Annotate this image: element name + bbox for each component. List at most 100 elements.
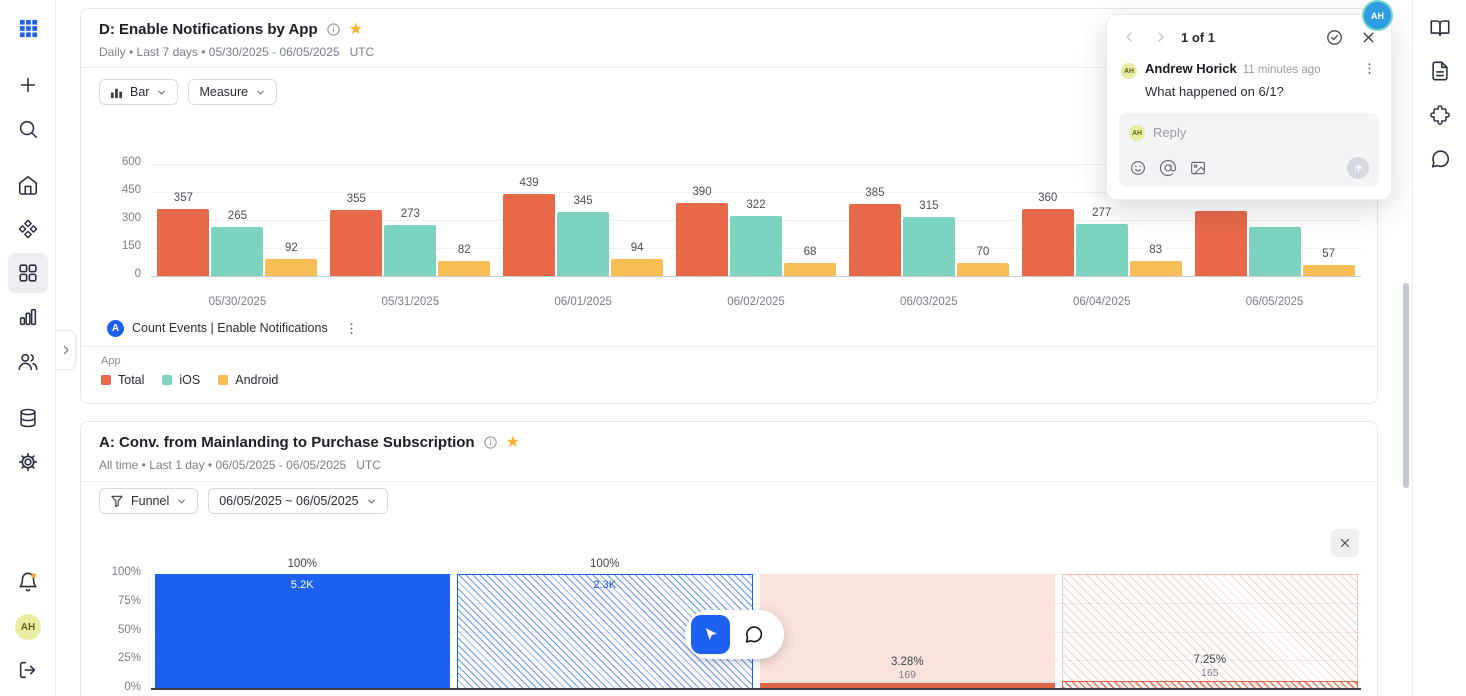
spaces-button[interactable] (8, 209, 48, 249)
legend-label: Total (118, 373, 145, 387)
search-button[interactable] (8, 109, 48, 149)
funnel-step-bar[interactable] (154, 574, 450, 689)
bar-ios[interactable] (384, 225, 437, 276)
y-axis-label: 600 (121, 156, 141, 168)
chat-bubble-icon (1431, 150, 1450, 168)
date-range-dropdown[interactable]: 06/05/2025 ~ 06/05/2025 (208, 488, 388, 514)
series-options-icon[interactable] (344, 321, 359, 336)
bar-value-label: 345 (573, 194, 593, 207)
resolve-comment-button[interactable] (1325, 28, 1344, 47)
next-comment-button[interactable] (1153, 29, 1169, 45)
bar-ios[interactable] (1248, 227, 1301, 276)
chart-type-dropdown[interactable]: Funnel (99, 488, 199, 514)
bar-android[interactable] (1129, 260, 1182, 276)
measure-dropdown[interactable]: Measure (188, 79, 278, 105)
collab-cursor-pill (685, 610, 784, 659)
funnel-icon (111, 495, 123, 508)
charts-button[interactable] (8, 297, 48, 337)
legend-item-total[interactable]: Total (101, 373, 144, 387)
info-icon[interactable] (483, 435, 498, 450)
bar-value-label: 83 (1149, 243, 1163, 256)
subtitle-text: Daily • Last 7 days • 05/30/2025 - 06/05… (99, 45, 340, 59)
home-button[interactable] (8, 165, 48, 205)
bar-ios[interactable] (1075, 224, 1128, 276)
bar-android[interactable] (438, 260, 491, 276)
chart-subtitle: All time • Last 1 day • 06/05/2025 - 06/… (99, 458, 1359, 472)
previous-comment-button[interactable] (1121, 29, 1137, 45)
bar-value-label: 265 (227, 209, 247, 222)
bar-total[interactable] (157, 209, 210, 276)
send-reply-button[interactable] (1347, 157, 1369, 179)
attach-image-icon[interactable] (1189, 159, 1207, 177)
chart-title[interactable]: D: Enable Notifications by App (99, 21, 318, 38)
bar-android[interactable] (956, 262, 1009, 276)
bar-total[interactable] (1194, 210, 1247, 276)
workspace-logo[interactable] (8, 8, 48, 48)
user-avatar-button[interactable]: AH (8, 607, 48, 647)
comment-tool-button[interactable] (733, 614, 774, 655)
docs-button[interactable] (1420, 8, 1460, 48)
bar-android[interactable] (611, 258, 664, 276)
sign-out-icon (19, 661, 36, 679)
bar-ios[interactable] (730, 215, 782, 276)
close-chart-overlay-button[interactable] (1331, 529, 1359, 557)
plus-icon (20, 77, 36, 93)
collaborator-avatar[interactable]: AH (1364, 2, 1391, 29)
sidebar-expand-button[interactable] (56, 330, 76, 370)
comment-text: What happened on 6/1? (1145, 84, 1284, 99)
emoji-icon[interactable] (1129, 159, 1147, 177)
chart-type-dropdown[interactable]: Bar (99, 79, 179, 105)
data-button[interactable] (8, 398, 48, 438)
reply-avatar: AH (1129, 125, 1145, 141)
legend-item-android[interactable]: Android (218, 373, 278, 387)
x-axis-label: 05/30/2025 (208, 296, 267, 308)
close-panel-button[interactable] (1360, 29, 1377, 46)
chat-button[interactable] (1420, 139, 1460, 179)
y-axis-label: 450 (121, 184, 141, 196)
notes-button[interactable] (1420, 51, 1460, 91)
bar-chart-icon (19, 308, 37, 326)
settings-button[interactable] (8, 442, 48, 482)
bar-total[interactable] (848, 204, 901, 276)
notifications-button[interactable] (8, 562, 48, 602)
bar-ios[interactable] (902, 217, 955, 276)
notification-dot (31, 573, 36, 578)
y-axis-label: 100% (111, 566, 141, 578)
y-axis-label: 25% (117, 652, 141, 665)
bar-ios[interactable] (211, 226, 264, 276)
users-icon (18, 353, 38, 371)
bar-android[interactable] (784, 263, 836, 276)
spaces-icon (18, 219, 38, 239)
bar-total[interactable] (503, 194, 556, 276)
comment-options-icon[interactable] (1362, 61, 1377, 99)
bar-value-label: 390 (692, 186, 712, 199)
bar-android[interactable] (1302, 265, 1355, 276)
bar-android[interactable] (265, 258, 318, 276)
favorite-star-icon[interactable]: ★ (348, 20, 363, 38)
plugins-button[interactable] (1420, 95, 1460, 135)
chart-title[interactable]: A: Conv. from Mainlanding to Purchase Su… (99, 434, 475, 451)
reply-input[interactable] (1153, 124, 1369, 140)
dashboards-button[interactable] (8, 253, 48, 293)
mention-icon[interactable] (1159, 159, 1177, 177)
info-icon[interactable] (326, 22, 341, 37)
chevron-down-icon (367, 499, 375, 503)
scrollbar[interactable] (1403, 283, 1409, 488)
favorite-star-icon[interactable]: ★ (505, 433, 520, 451)
bar-ios[interactable] (557, 211, 610, 276)
bar-total[interactable] (330, 209, 383, 276)
legend-item-ios[interactable]: iOS (162, 373, 200, 387)
puzzle-icon (1430, 105, 1450, 125)
bar-value-label: 357 (173, 192, 193, 205)
series-label[interactable]: Count Events | Enable Notifications (132, 321, 328, 335)
funnel-step-bar[interactable] (759, 683, 1055, 689)
create-button[interactable] (8, 65, 48, 105)
bar-total[interactable] (1021, 208, 1074, 276)
y-axis-label: 0 (134, 268, 141, 280)
sign-out-button[interactable] (8, 650, 48, 690)
search-icon (19, 120, 38, 139)
cursor-tool-button[interactable] (691, 615, 730, 654)
bar-value-label: 322 (746, 198, 766, 211)
bar-total[interactable] (676, 203, 728, 276)
cohorts-button[interactable] (8, 342, 48, 382)
